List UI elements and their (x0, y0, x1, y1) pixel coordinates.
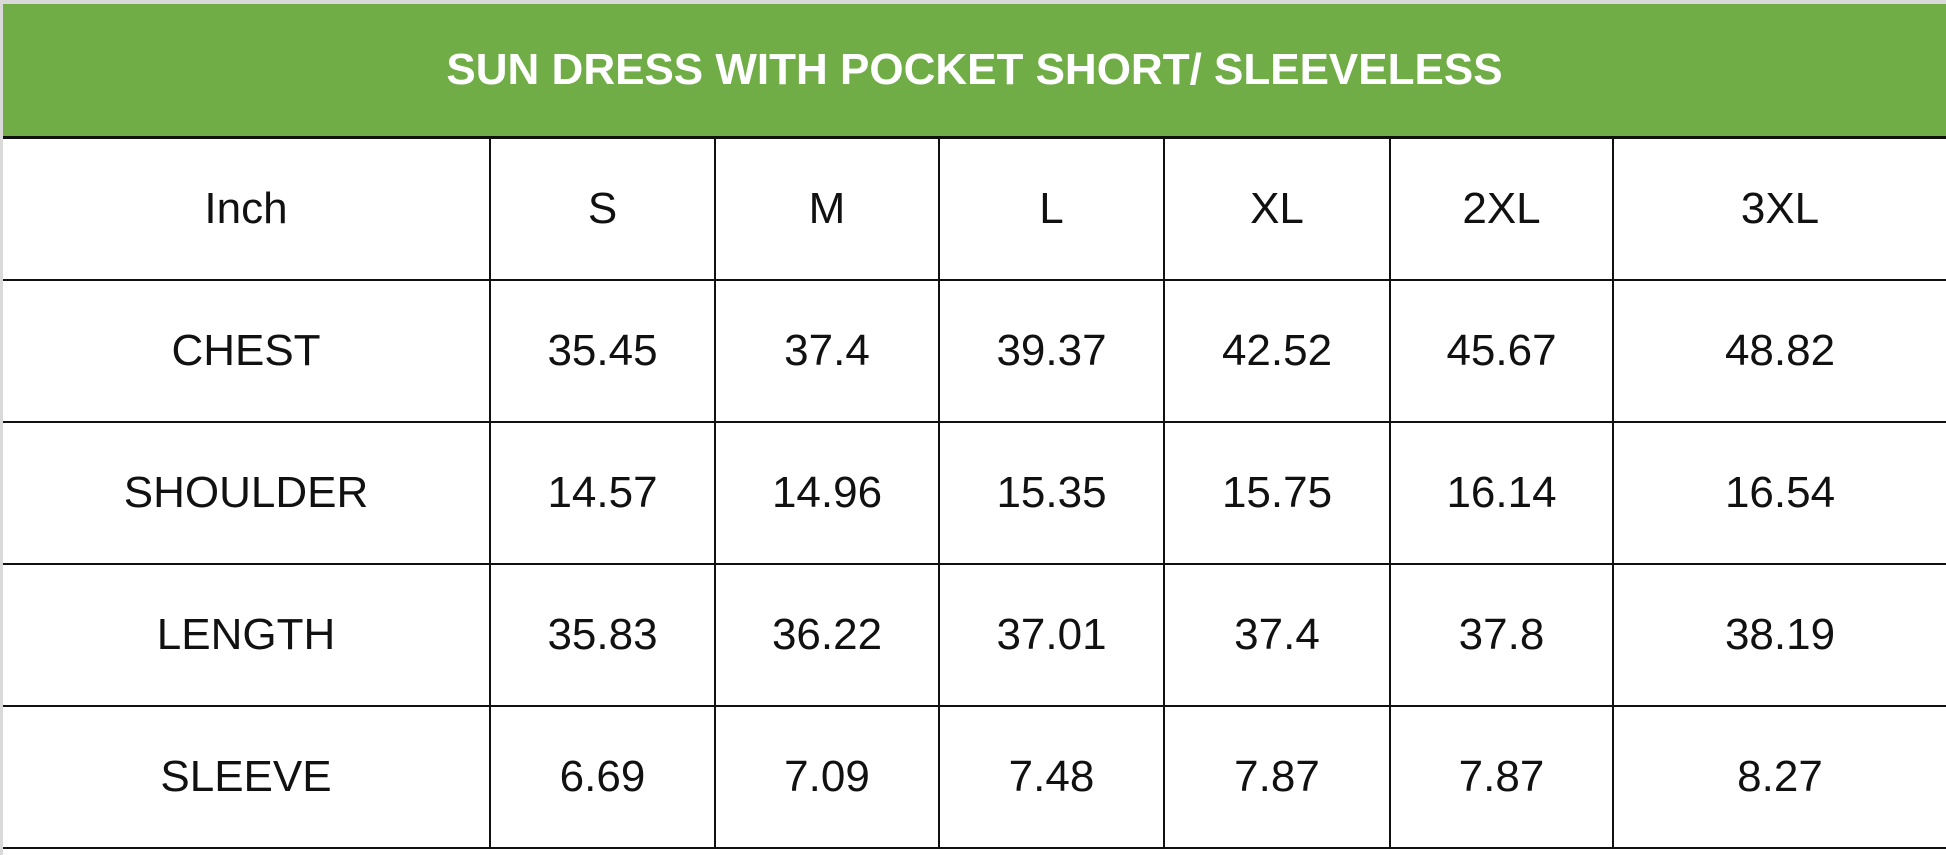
value-cell: 6.69 (489, 705, 716, 849)
value-cell: 42.52 (1163, 279, 1391, 423)
value-cell: 16.14 (1389, 421, 1614, 565)
value-cell: S (489, 139, 716, 281)
value-cell: 3XL (1612, 139, 1946, 281)
value-cell: 2XL (1389, 139, 1614, 281)
row-label-cell: SHOULDER (3, 421, 491, 565)
value-cell: 48.82 (1612, 279, 1946, 423)
table-row: SLEEVE 6.69 7.09 7.48 7.87 7.87 8.27 (3, 705, 1946, 849)
size-chart: SUN DRESS WITH POCKET SHORT/ SLEEVELESS … (3, 4, 1946, 855)
value-cell: 7.09 (714, 705, 940, 849)
value-cell: 14.57 (489, 421, 716, 565)
table-row: LENGTH 35.83 36.22 37.01 37.4 37.8 38.19 (3, 563, 1946, 707)
value-cell: 7.87 (1163, 705, 1391, 849)
value-cell: 35.45 (489, 279, 716, 423)
value-cell: 36.22 (714, 563, 940, 707)
size-table: Inch S M L XL 2XL 3XL CHEST 35.45 37.4 39.37 42.52 4… (3, 139, 1946, 849)
row-label-cell: CHEST (3, 279, 491, 423)
value-cell: 37.4 (1163, 563, 1391, 707)
value-cell: M (714, 139, 940, 281)
table-row: CHEST 35.45 37.4 39.37 42.52 45.67 48.82 (3, 279, 1946, 423)
value-cell: 7.87 (1389, 705, 1614, 849)
value-cell: 38.19 (1612, 563, 1946, 707)
value-cell: 8.27 (1612, 705, 1946, 849)
value-cell: 14.96 (714, 421, 940, 565)
value-cell: 16.54 (1612, 421, 1946, 565)
value-cell: L (938, 139, 1165, 281)
value-cell: XL (1163, 139, 1391, 281)
value-cell: 15.35 (938, 421, 1165, 565)
row-label-cell: SLEEVE (3, 705, 491, 849)
value-cell: 35.83 (489, 563, 716, 707)
row-label-cell: LENGTH (3, 563, 491, 707)
header-row: Inch S M L XL 2XL 3XL (3, 139, 1946, 281)
value-cell: 15.75 (1163, 421, 1391, 565)
value-cell: 37.8 (1389, 563, 1614, 707)
value-cell: 39.37 (938, 279, 1165, 423)
value-cell: 37.01 (938, 563, 1165, 707)
chart-title: SUN DRESS WITH POCKET SHORT/ SLEEVELESS (3, 4, 1946, 139)
table-row: SHOULDER 14.57 14.96 15.35 15.75 16.14 16.54 (3, 421, 1946, 565)
value-cell: 7.48 (938, 705, 1165, 849)
row-label-cell: Inch (3, 139, 491, 281)
value-cell: 37.4 (714, 279, 940, 423)
value-cell: 45.67 (1389, 279, 1614, 423)
